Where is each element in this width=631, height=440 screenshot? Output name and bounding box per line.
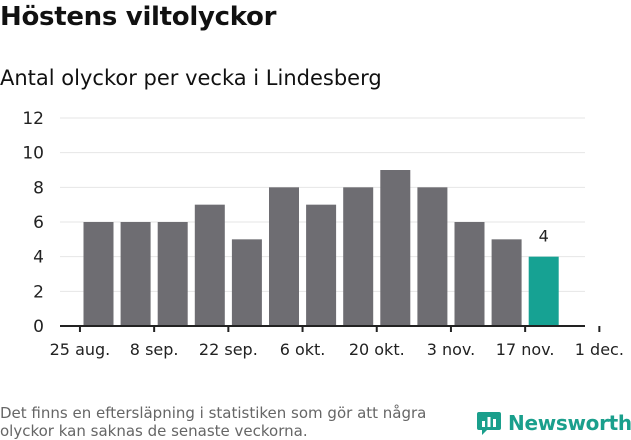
bar-chart: 0 2 4 6 8 10 12 25 aug. 8 sep. 22 sep. 6 okt. 20 o… xyxy=(22,109,624,359)
bar xyxy=(83,222,114,326)
bar-highlight xyxy=(528,256,559,326)
bar xyxy=(306,204,337,326)
x-tick-label: 22 sep. xyxy=(199,340,258,359)
y-tick-label: 6 xyxy=(33,213,44,233)
bar-value-label: 4 xyxy=(539,227,549,246)
bar xyxy=(417,187,448,326)
x-axis-labels: 25 aug. 8 sep. 22 sep. 6 okt. 20 okt. 3 nov. 1… xyxy=(50,340,624,359)
y-tick-label: 4 xyxy=(33,248,44,268)
bar xyxy=(454,222,485,326)
x-axis xyxy=(60,325,601,332)
bars xyxy=(83,170,559,326)
newsworthy-logo-icon xyxy=(477,412,501,435)
x-tick-label: 3 nov. xyxy=(427,340,476,359)
bar xyxy=(343,187,374,326)
x-tick-label: 8 sep. xyxy=(130,340,179,359)
bar xyxy=(120,222,151,326)
bar xyxy=(269,187,299,326)
bar xyxy=(231,239,262,326)
y-tick-label: 12 xyxy=(22,109,44,129)
footnote: Det finns en eftersläpning i statistiken… xyxy=(0,404,427,440)
bar xyxy=(491,239,522,326)
annotations: 4 xyxy=(539,227,549,246)
y-axis-labels: 0 2 4 6 8 10 12 xyxy=(22,109,44,337)
x-tick-label: 1 dec. xyxy=(575,340,624,359)
y-tick-label: 0 xyxy=(33,317,44,337)
chart-title: Höstens viltolyckor xyxy=(0,2,277,32)
x-tick-label: 6 okt. xyxy=(280,340,326,359)
x-tick-label: 25 aug. xyxy=(50,340,111,359)
chart-subtitle: Antal olyckor per vecka i Lindesberg xyxy=(0,66,382,90)
bar xyxy=(194,204,225,326)
x-tick-label: 20 okt. xyxy=(349,340,405,359)
bar xyxy=(380,170,411,326)
y-tick-label: 10 xyxy=(22,144,44,164)
x-tick-label: 17 nov. xyxy=(496,340,555,359)
brand-logo: Newsworthy xyxy=(476,406,631,440)
y-tick-label: 2 xyxy=(33,282,44,302)
brand-name: Newsworthy xyxy=(508,411,631,435)
y-tick-label: 8 xyxy=(33,178,44,198)
bar xyxy=(157,222,188,326)
